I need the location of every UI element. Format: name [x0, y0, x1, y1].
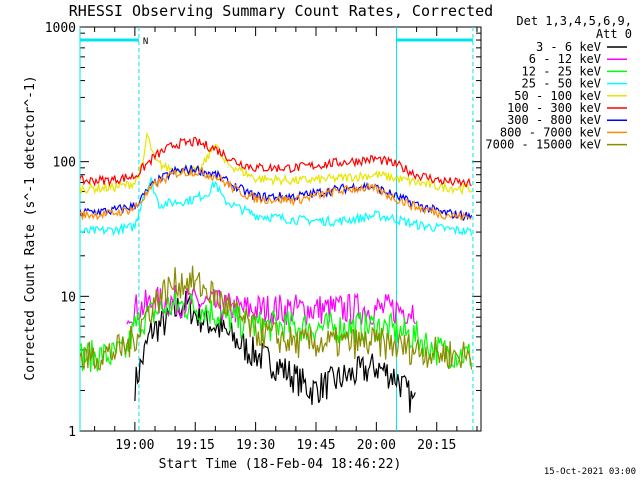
y-axis-label: Corrected Count Rate (s^-1 detector^-1) [23, 75, 38, 380]
legend-label: 7000 - 15000 keV [485, 138, 601, 152]
series-line-3 [80, 175, 473, 237]
series-line-4 [80, 131, 473, 196]
x-tick-label: 19:45 [296, 438, 335, 453]
chart-title: RHESSI Observing Summary Count Rates, Co… [69, 2, 493, 20]
legend-label: 300 - 800 keV [507, 113, 601, 127]
legend-label: 800 - 7000 keV [500, 125, 601, 139]
series-line-5 [80, 136, 472, 188]
legend-label: 100 - 300 keV [507, 101, 601, 115]
x-tick-label: 19:00 [115, 438, 154, 453]
x-tick-label: 20:00 [357, 438, 396, 453]
series-line-8 [80, 265, 473, 371]
timestamp-label: 15-Oct-2021 03:00 [544, 467, 636, 477]
x-tick-label: 20:15 [417, 438, 456, 453]
plot-frame [79, 26, 482, 432]
y-tick-label: 1 [68, 425, 76, 440]
y-tick-label: 10 [60, 290, 76, 305]
x-tick-label: 19:30 [236, 438, 275, 453]
legend-label: 50 - 100 keV [514, 89, 601, 103]
x-axis-label: Start Time (18-Feb-04 18:46:22) [159, 457, 402, 472]
legend-label: 3 - 6 keV [536, 40, 601, 54]
legend-label: 25 - 50 keV [522, 77, 601, 91]
series-line-0 [134, 290, 416, 413]
plot-area: 1 10 100 1000 19:00 19:15 19:30 19:45 20:00 20:15… [45, 21, 482, 453]
annotation-label: N [143, 37, 148, 47]
legend-label: 12 - 25 keV [522, 64, 601, 78]
legend-header: Att 0 [596, 27, 632, 41]
series-line-1 [126, 285, 416, 328]
series-line-6 [80, 164, 473, 221]
series-group [80, 131, 473, 413]
y-tick-label: 100 [53, 156, 76, 171]
legend-header: Det 1,3,4,5,6,9, [516, 14, 632, 28]
x-tick-label: 19:15 [176, 438, 215, 453]
series-line-7 [80, 167, 472, 221]
legend-label: 6 - 12 keV [529, 52, 601, 66]
series-line-2 [80, 291, 473, 372]
y-tick-label: 1000 [45, 21, 76, 36]
